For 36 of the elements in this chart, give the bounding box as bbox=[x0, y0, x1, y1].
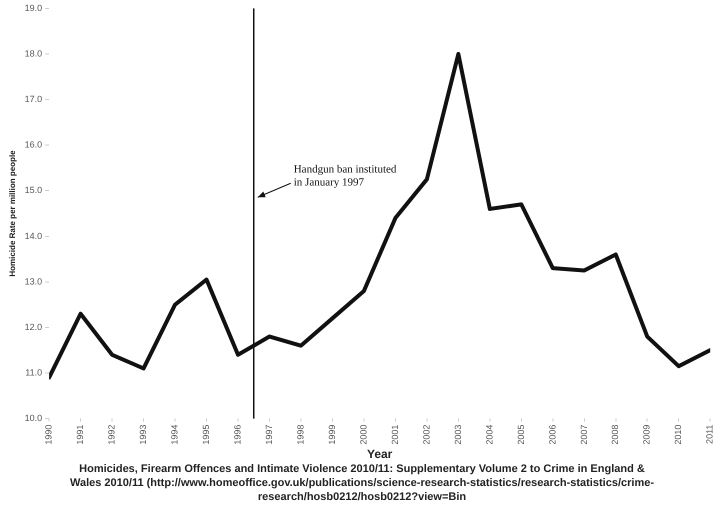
y-tick-label: 14.0 bbox=[24, 230, 42, 241]
x-tick-label: 2000 bbox=[358, 424, 368, 445]
x-tick-label: 1993 bbox=[138, 424, 148, 445]
y-axis-title: Homicide Rate per million people bbox=[8, 150, 18, 277]
y-tick-label: 16.0 bbox=[24, 140, 42, 150]
x-tick-label: 2011 bbox=[704, 424, 715, 444]
x-tick-label: 1997 bbox=[264, 424, 274, 445]
x-tick-label: 2003 bbox=[452, 424, 463, 445]
y-tick-label: 18.0 bbox=[24, 48, 42, 58]
x-tick-label: 1998 bbox=[295, 424, 306, 445]
y-tick-label: 13.0 bbox=[24, 276, 42, 286]
x-tick-label: 2009 bbox=[642, 424, 652, 445]
y-tick-label: 17.0 bbox=[24, 94, 42, 104]
x-tick-label: 2002 bbox=[421, 424, 432, 445]
x-tick-label: 1994 bbox=[170, 424, 180, 445]
ref-line-label: Handgun ban instituted in January 1997 bbox=[294, 164, 397, 189]
x-tick-label: 2010 bbox=[673, 424, 684, 445]
x-tick-label: 2007 bbox=[578, 424, 589, 445]
x-tick-label: 2008 bbox=[610, 424, 620, 445]
x-tick-label: 1991 bbox=[75, 424, 86, 445]
x-tick-label: 2004 bbox=[484, 424, 494, 445]
x-axis-title: Year bbox=[366, 447, 393, 462]
y-tick-label: 10.0 bbox=[24, 413, 42, 424]
x-tick-label: 1992 bbox=[106, 424, 117, 445]
y-tick-label: 15.0 bbox=[24, 185, 42, 196]
x-tick-label: 1999 bbox=[326, 424, 337, 445]
x-tick-label: 1995 bbox=[201, 424, 211, 445]
x-tick-label: 1990 bbox=[44, 424, 54, 445]
x-tick-label: 1996 bbox=[232, 424, 242, 445]
x-tick-label: 2001 bbox=[390, 424, 400, 445]
y-tick-label: 12.0 bbox=[24, 322, 42, 332]
x-tick-label: 2006 bbox=[547, 424, 558, 445]
y-tick-label: 19.0 bbox=[24, 2, 42, 13]
x-tick-label: 2005 bbox=[516, 424, 526, 445]
text: Homicides, Firearm Offences and Intimate Violence 2010/11: Supplementary Volume 2 to Crime in England & Wales 2010/11 (http://www.homeoffice.gov.uk/publications/science-research-statistics/research-statistics/crime-research/hosb0212/hosb0212?view=Bin bbox=[68, 462, 656, 504]
y-tick-label: 11.0 bbox=[25, 367, 42, 378]
